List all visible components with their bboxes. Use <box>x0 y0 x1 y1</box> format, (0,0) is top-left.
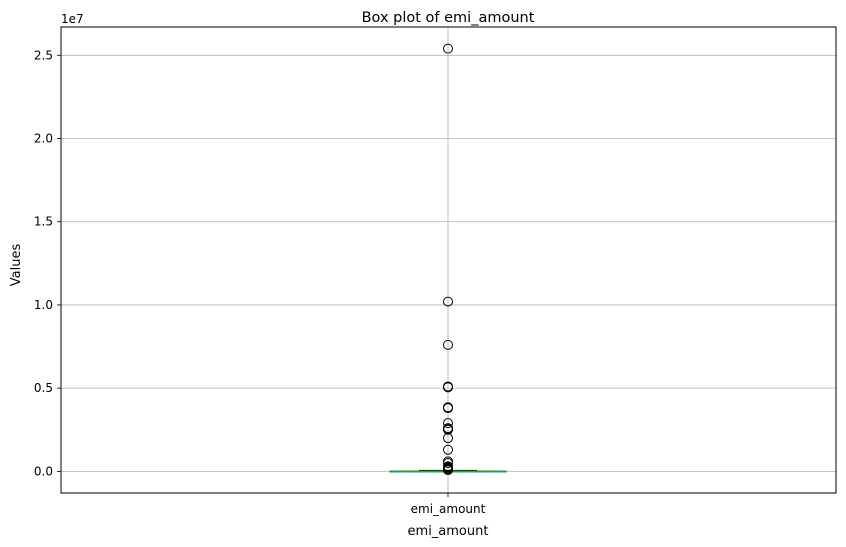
y-tick-label: 2.0 <box>34 132 53 146</box>
y-tick-label: 2.5 <box>34 48 53 62</box>
plot-frame <box>60 26 837 494</box>
outlier-point <box>443 43 453 54</box>
x-axis-label: emi_amount <box>408 524 489 539</box>
chart-title: Box plot of emi_amount <box>362 10 535 26</box>
outlier-point <box>443 382 453 393</box>
outlier-point <box>443 339 453 350</box>
x-tick-label: emi_amount <box>411 502 486 516</box>
y-tick-label: 0.0 <box>34 464 53 478</box>
outlier-point <box>443 403 453 414</box>
outlier-point <box>443 424 453 435</box>
outlier-point <box>443 458 453 469</box>
outlier-point <box>443 433 453 444</box>
x-axis-ticks: emi_amount <box>411 493 486 516</box>
y-tick-label: 0.5 <box>34 381 53 395</box>
y-axis-label: Values <box>9 244 24 287</box>
outlier-point <box>443 418 453 429</box>
y-offset-label: 1e7 <box>61 12 84 26</box>
grid-lines <box>61 27 836 493</box>
outlier-point <box>443 465 453 476</box>
outlier-points <box>443 43 453 476</box>
outlier-point <box>443 296 453 307</box>
y-tick-label: 1.5 <box>34 215 53 229</box>
y-tick-label: 1.0 <box>34 298 53 312</box>
y-axis-ticks: 0.0 0.5 1.0 1.5 2.0 2.5 <box>34 48 61 478</box>
outlier-point <box>443 444 453 455</box>
